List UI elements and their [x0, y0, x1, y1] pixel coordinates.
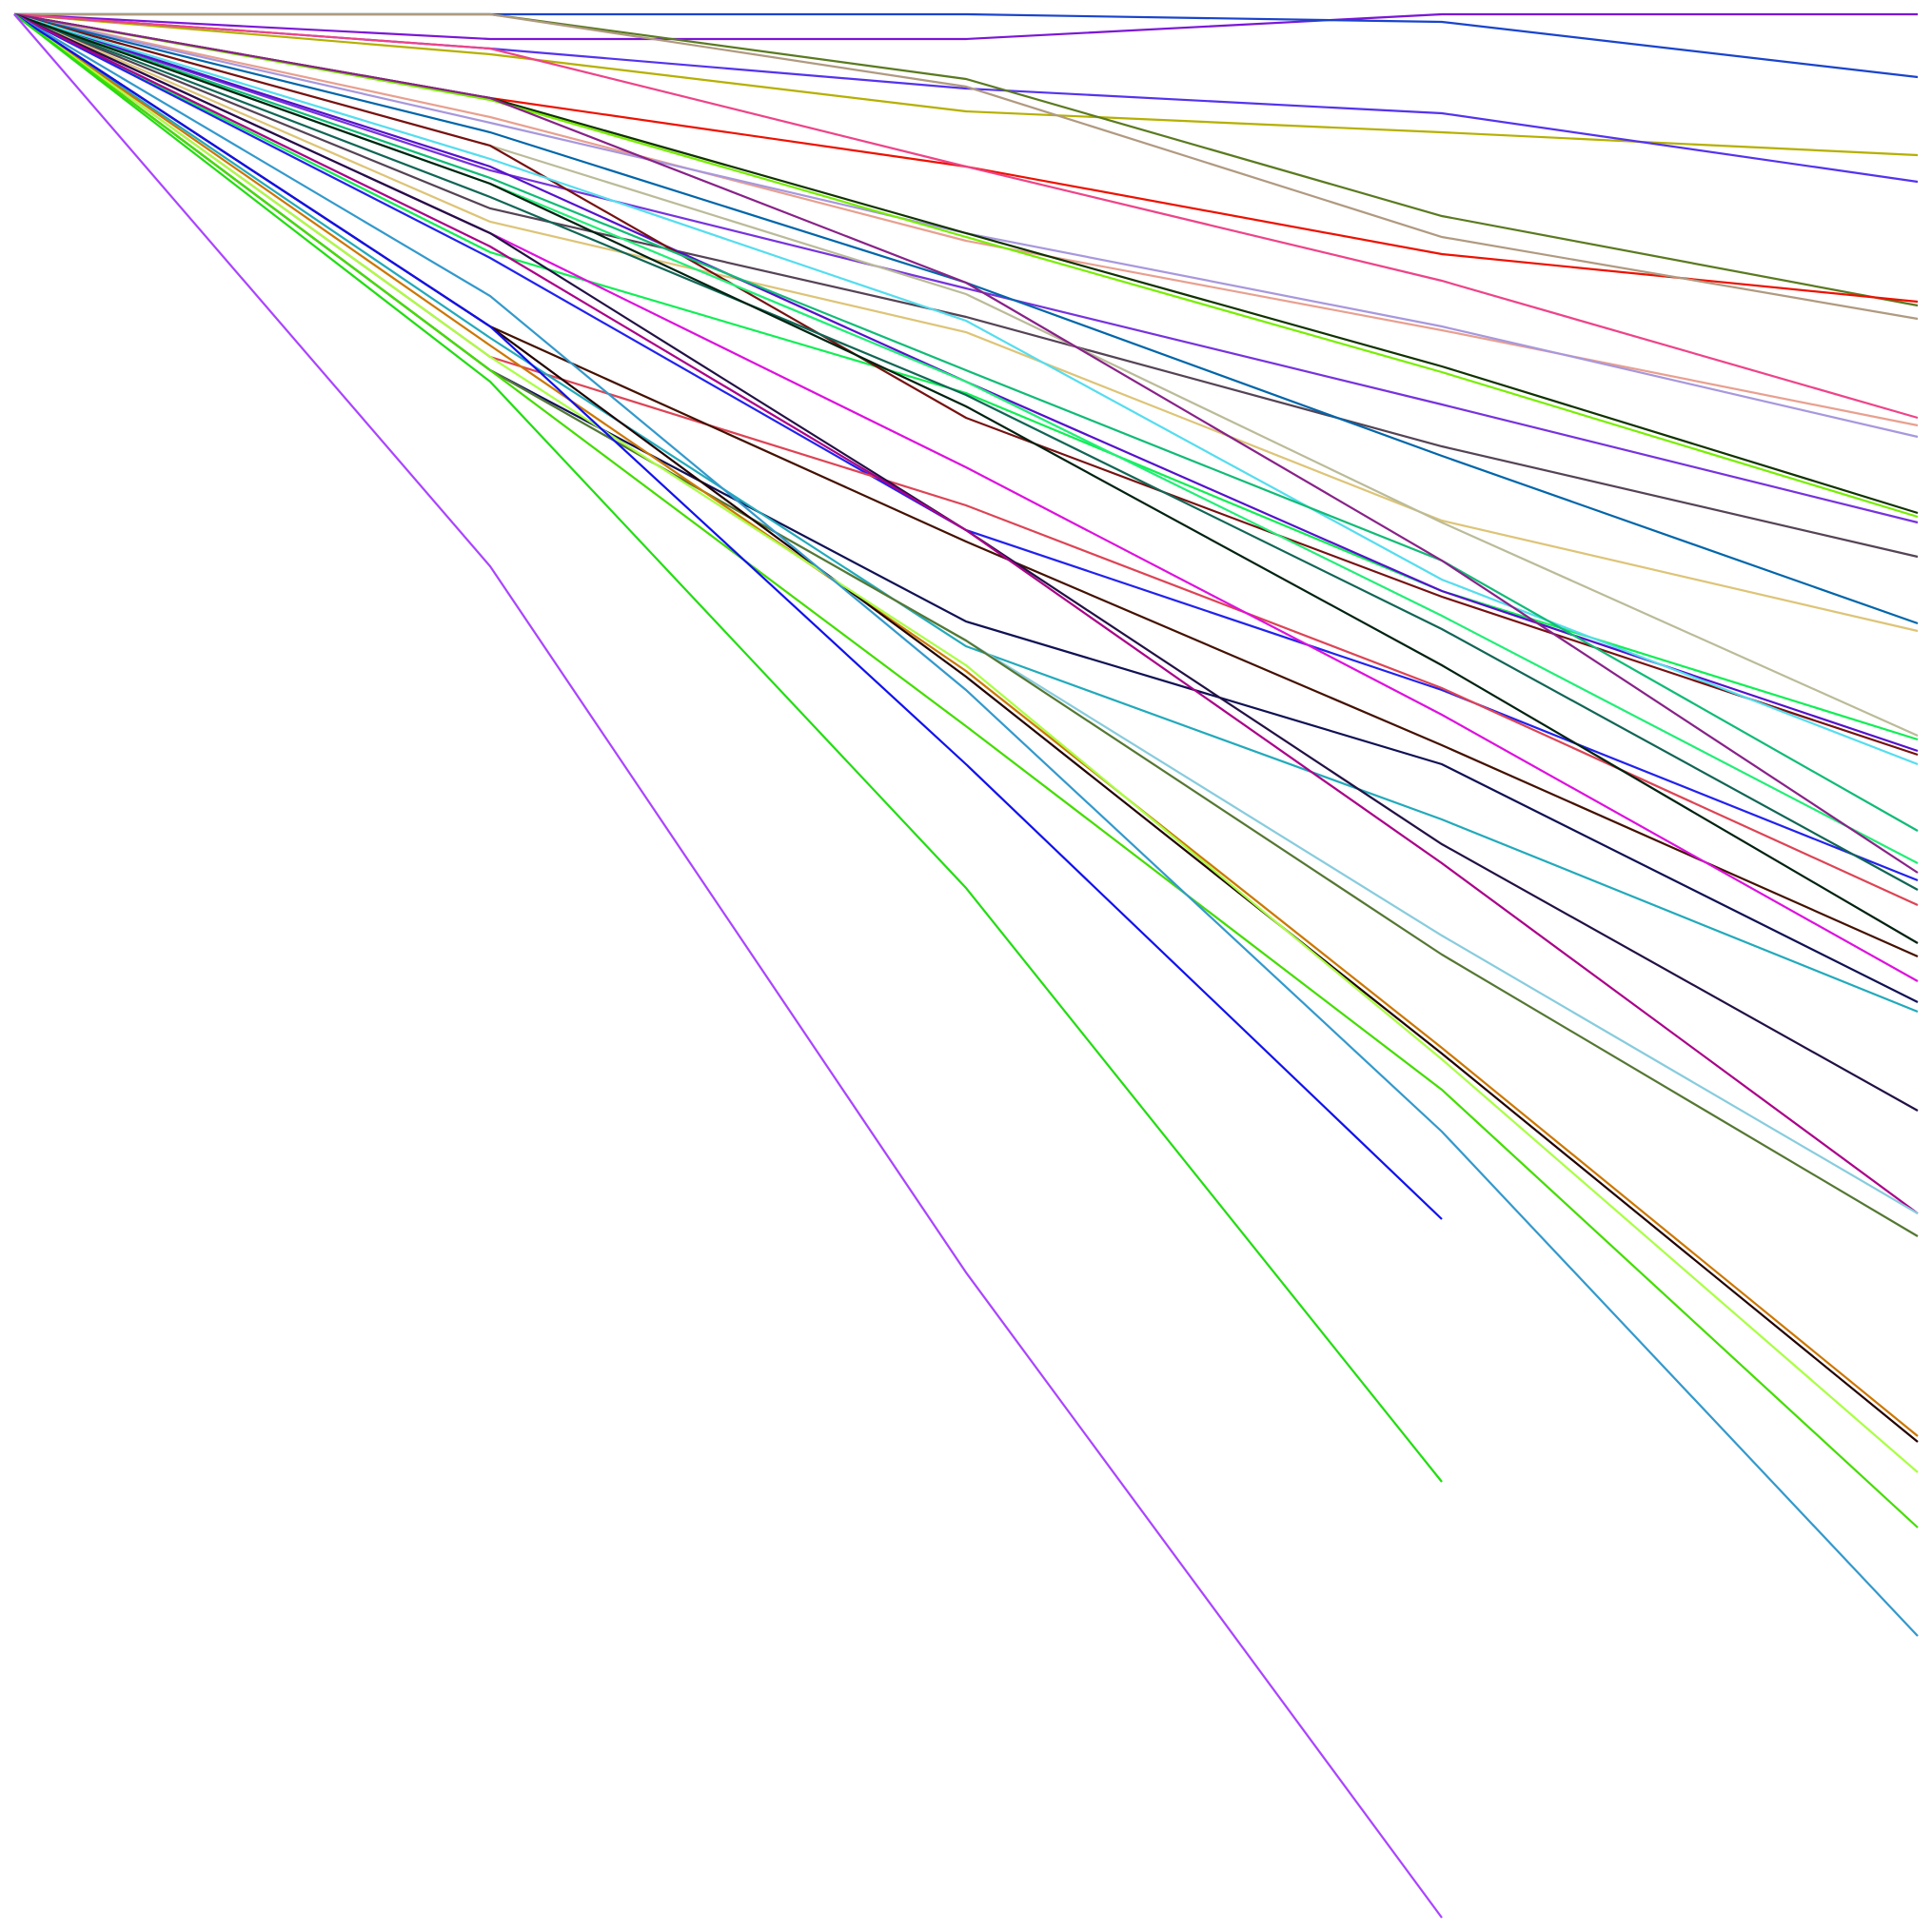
series-line-36 [13, 13, 1919, 1237]
series-line-20 [13, 12, 1919, 757]
series-line-37 [13, 13, 1919, 1437]
series-line-42 [13, 13, 1443, 1220]
series-line-16 [13, 12, 1919, 633]
series-line-40 [13, 13, 1919, 1528]
series-line-43 [13, 13, 1443, 1483]
series-line-17 [13, 12, 1919, 738]
series-line-7 [14, 12, 1919, 321]
series-line-27 [13, 13, 1919, 907]
series-line-39 [13, 13, 1919, 1473]
series-line-26 [13, 12, 1919, 891]
series-line-12 [13, 12, 1919, 519]
series-line-34 [13, 13, 1919, 1214]
series-line-24 [13, 12, 1919, 874]
series-line-8 [13, 12, 1919, 420]
series-line-28 [13, 12, 1919, 944]
series-line-44 [13, 13, 1443, 1919]
series-line-25 [13, 13, 1919, 882]
series-line-35 [13, 13, 1919, 1214]
series-line-31 [13, 13, 1919, 1003]
series-line-29 [13, 13, 1919, 958]
series-line-32 [13, 13, 1919, 1014]
series-line-22 [13, 12, 1919, 832]
series-line-33 [13, 13, 1919, 1112]
series-line-21 [13, 12, 1919, 766]
series-line-3 [13, 12, 1919, 157]
series-line-13 [13, 12, 1919, 524]
series-line-14 [13, 12, 1919, 559]
series-line-1 [13, 12, 1918, 41]
series-line-2 [14, 12, 1919, 79]
series-layer [13, 12, 1919, 1919]
series-line-10 [13, 12, 1919, 439]
series-line-41 [13, 13, 1919, 1637]
series-line-9 [13, 12, 1919, 427]
